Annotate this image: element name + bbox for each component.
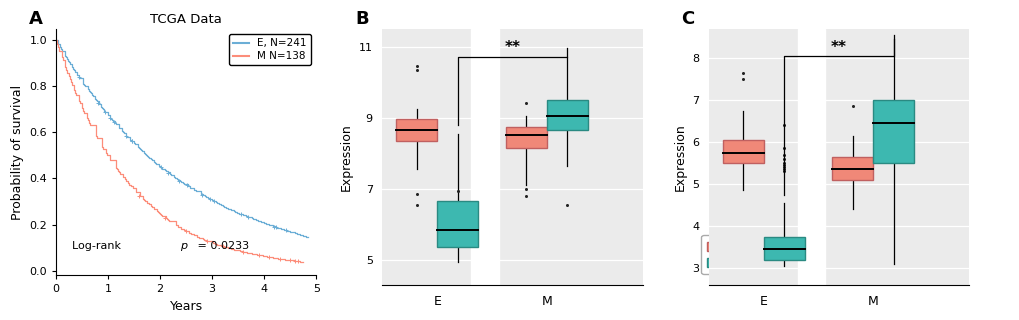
Text: Log-rank: Log-rank [71, 241, 124, 251]
Y-axis label: Expression: Expression [673, 123, 686, 191]
Legend: $\it{APMAP}$, $\it{COL5A2}$: $\it{APMAP}$, $\it{COL5A2}$ [701, 235, 780, 274]
Bar [471, 29, 498, 285]
Legend: E, N=241, M N=138: E, N=241, M N=138 [229, 34, 311, 66]
Bar [437, 201, 478, 247]
Text: **: ** [830, 40, 846, 55]
Bar [763, 236, 804, 260]
Text: C: C [681, 10, 694, 28]
Bar [872, 100, 913, 163]
Text: = 0.0233: = 0.0233 [194, 241, 249, 251]
Y-axis label: Expression: Expression [340, 123, 353, 191]
Y-axis label: Probability of survival: Probability of survival [11, 84, 23, 220]
Text: **: ** [504, 40, 520, 55]
X-axis label: Years: Years [169, 300, 203, 313]
Title: TCGA Data: TCGA Data [150, 13, 222, 26]
Bar [832, 157, 872, 180]
Bar [721, 140, 763, 163]
Bar [546, 100, 587, 130]
Text: p: p [179, 241, 186, 251]
Bar [505, 127, 546, 148]
Text: B: B [355, 10, 368, 28]
Bar [797, 29, 824, 285]
Text: A: A [29, 10, 43, 28]
Bar [395, 119, 437, 141]
